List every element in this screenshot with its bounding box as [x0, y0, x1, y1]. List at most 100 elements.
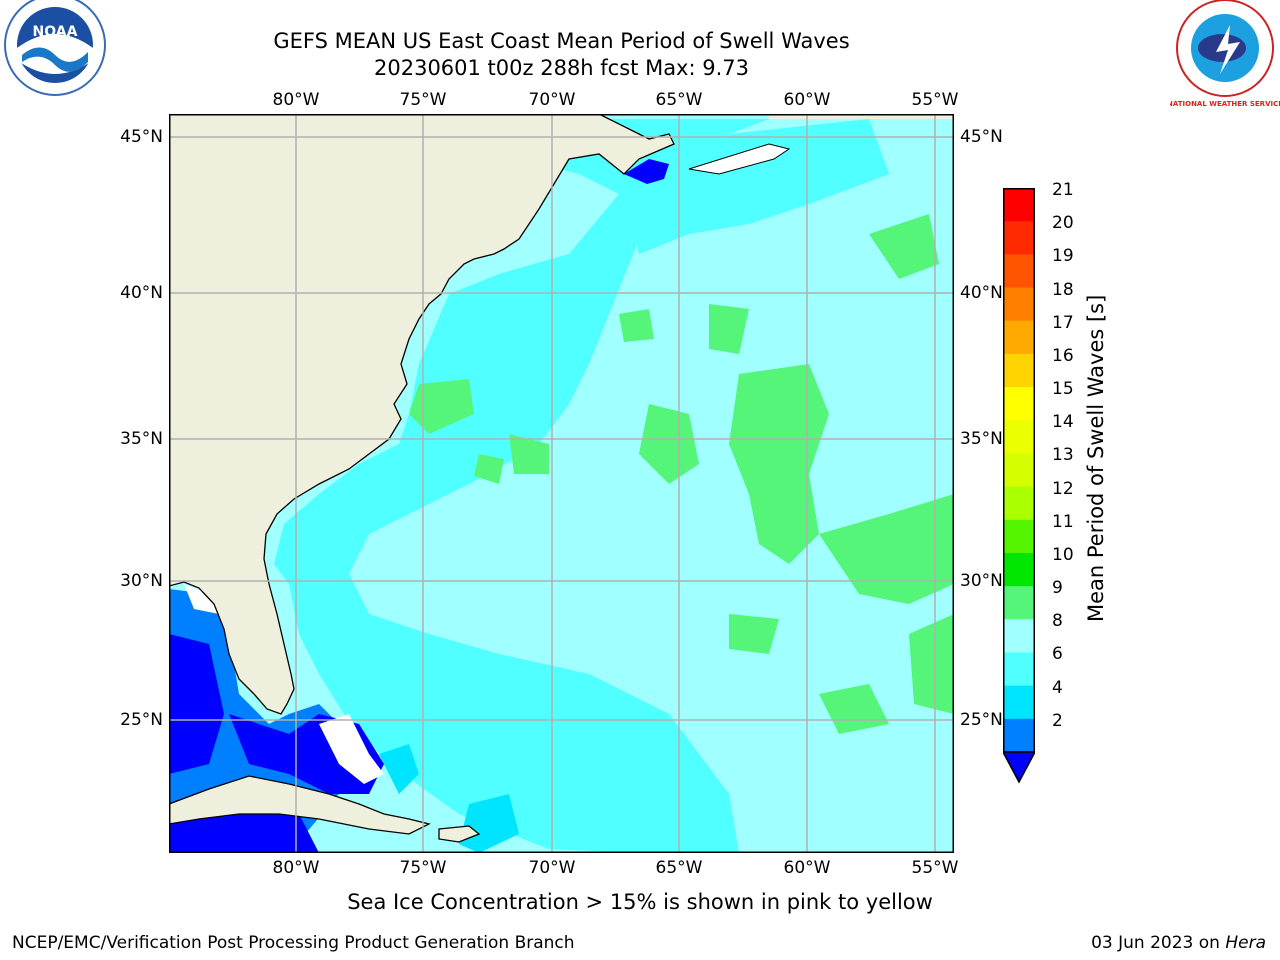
footer-machine: Hera: [1225, 933, 1266, 953]
colorbar-segment: [1003, 652, 1035, 687]
cuba-land: [168, 775, 431, 835]
footer-organization: NCEP/EMC/Verification Post Processing Pr…: [12, 933, 575, 953]
swell-9-10-patches: [409, 214, 954, 734]
lat-label-left: 45°N: [120, 127, 163, 147]
lat-label-left: 40°N: [120, 283, 163, 303]
hispaniola-land: [438, 825, 481, 843]
graticule: [169, 114, 954, 853]
lon-label-top: 60°W: [783, 90, 831, 110]
lon-label-bottom: 75°W: [399, 858, 447, 878]
bay-of-fundy-lt2: [624, 159, 669, 184]
chart-title: GEFS MEAN US East Coast Mean Period of S…: [273, 29, 850, 53]
lon-label-top: 55°W: [911, 90, 959, 110]
lat-label-right: 30°N: [960, 571, 1003, 591]
colorbar-svg: [1001, 188, 1037, 784]
colorbar-segment: [1003, 519, 1035, 554]
colorbar-tick-label: 21: [1052, 180, 1074, 200]
map-svg: [168, 113, 954, 853]
colorbar-tick-label: 12: [1052, 478, 1074, 499]
green-patch-8: [709, 304, 749, 354]
colorbar-tick-label: 11: [1052, 511, 1074, 532]
colorbar-segment: [1003, 221, 1035, 255]
colorbar-segment: [1003, 188, 1035, 222]
noaa-logo-text: NOAA: [33, 24, 78, 40]
noaa-logo-icon: NOAA: [0, 0, 110, 110]
green-patch-9: [729, 614, 779, 654]
lat-label-right: 40°N: [960, 283, 1003, 303]
colorbar-tick-label: 15: [1052, 379, 1074, 400]
coastal-band-6-8: [274, 119, 769, 853]
green-patch-6: [869, 214, 939, 279]
green-patch-5: [819, 494, 954, 604]
lon-label-top: 65°W: [655, 90, 703, 110]
lon-label-bottom: 55°W: [911, 858, 959, 878]
colorbar-tick-label: 10: [1052, 544, 1074, 565]
green-patch-4: [509, 434, 549, 474]
colorbar-tick-label: 18: [1052, 279, 1074, 300]
lon-label-bottom: 80°W: [272, 858, 320, 878]
colorbar-segment: [1003, 619, 1035, 653]
lon-label-bottom: 70°W: [528, 858, 576, 878]
colorbar-segment: [1003, 353, 1035, 388]
lon-label-top: 70°W: [528, 90, 576, 110]
gulf-coast-shallow: [184, 584, 219, 614]
colorbar-tick-label: 19: [1052, 246, 1074, 267]
green-patch-1: [729, 364, 829, 564]
nova-scotia-coast: [688, 143, 791, 175]
colorbar-tick-label: 4: [1052, 677, 1063, 698]
lat-label-right: 35°N: [960, 429, 1003, 449]
colorbar-segment: [1003, 387, 1035, 421]
map-frame: [169, 114, 954, 853]
lon-label-bottom: 60°W: [783, 858, 831, 878]
northern-band-6-8: [629, 119, 889, 254]
colorbar-segment: [1003, 254, 1035, 289]
colorbar-tick-label: 20: [1052, 213, 1074, 234]
colorbar-extend-arrow: [1001, 751, 1037, 784]
sea-ice-footnote: Sea Ice Concentration > 15% is shown in …: [347, 890, 933, 914]
lat-label-left: 30°N: [120, 571, 163, 591]
lon-label-top: 75°W: [399, 90, 447, 110]
green-patch-2: [639, 404, 699, 484]
green-patch-11: [819, 684, 889, 734]
colorbar-segment: [1003, 320, 1035, 355]
colorbar-segment: [1003, 287, 1035, 322]
green-patch-12: [474, 454, 504, 484]
colorbar-segment: [1003, 486, 1035, 521]
lat-label-left: 25°N: [120, 710, 163, 730]
colorbar-segment: [1003, 586, 1035, 620]
lat-label-right: 25°N: [960, 710, 1003, 730]
chart-subtitle: 20230601 t00z 288h fcst Max: 9.73: [374, 56, 749, 80]
footer-date-text: 03 Jun 2023 on: [1091, 933, 1220, 953]
lon-label-top: 80°W: [272, 90, 320, 110]
colorbar-tick-label: 9: [1052, 578, 1063, 599]
caribbean-4-6: [459, 794, 519, 853]
colorbar-tick-label: 16: [1052, 345, 1074, 366]
colorbar-tick-label: 8: [1052, 611, 1063, 632]
footer-date: 03 Jun 2023 on Hera: [1091, 933, 1266, 953]
colorbar-tick-label: 17: [1052, 312, 1074, 333]
nws-logo-icon: NATIONAL WEATHER SERVICE: [1167, 0, 1280, 110]
bahamas-4-6: [379, 744, 419, 794]
colorbar: [1001, 188, 1037, 784]
lat-label-left: 35°N: [120, 429, 163, 449]
colorbar-segment: [1003, 685, 1035, 720]
colorbar-ticks: 21 20 19 18 17 16 15 14 13 12 11 10 9 8 6 4 2: [1052, 180, 1092, 770]
colorbar-segment: [1003, 552, 1035, 587]
green-patch-10: [909, 614, 954, 714]
nws-logo-text: NATIONAL WEATHER SERVICE: [1170, 100, 1280, 108]
colorbar-segment: [1003, 718, 1035, 753]
colorbar-segment: [1003, 420, 1035, 454]
map-panel: [168, 113, 954, 853]
colorbar-label: Mean Period of Swell Waves [s]: [1084, 294, 1108, 622]
colorbar-frame: [1003, 188, 1035, 753]
green-patch-3: [409, 379, 474, 434]
colorbar-segment: [1003, 453, 1035, 488]
colorbar-tick-label: 14: [1052, 412, 1074, 433]
bahamas-bank: [319, 714, 384, 784]
lat-label-right: 45°N: [960, 127, 1003, 147]
lon-label-bottom: 65°W: [655, 858, 703, 878]
gulf-lt2: [169, 634, 224, 774]
colorbar-tick-label: 13: [1052, 445, 1074, 466]
colorbar-tick-label: 6: [1052, 644, 1063, 665]
colorbar-tick-label: 2: [1052, 710, 1063, 731]
